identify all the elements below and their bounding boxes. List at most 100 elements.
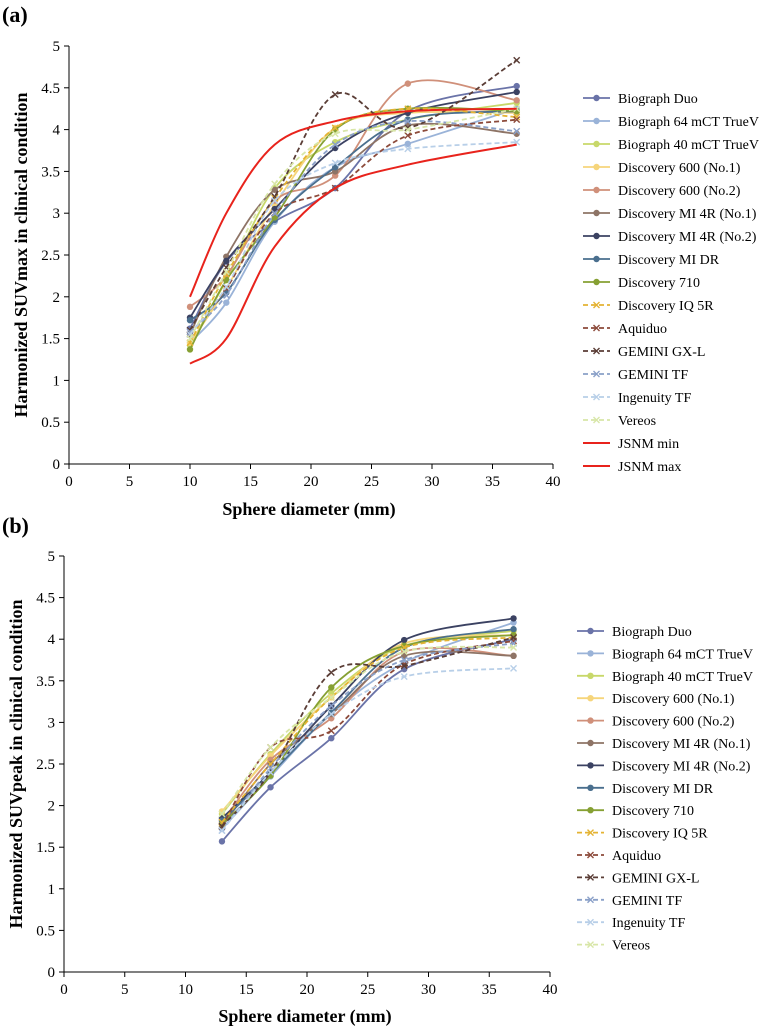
legend-marker [593, 94, 600, 102]
legend-entry-discovery-iq-5r: Discovery IQ 5R [583, 299, 714, 314]
legend-entry-vereos: Vereos [577, 939, 650, 954]
legend-label: Vereos [618, 414, 656, 429]
legend-marker [587, 762, 594, 769]
legend-entry-gemini-gx-l: GEMINI GX-L [577, 871, 699, 886]
series-discovery-iq-5r [186, 105, 521, 347]
data-point [223, 299, 230, 306]
legend-entry-gemini-tf: GEMINI TF [583, 368, 688, 383]
x-tick-label: 40 [543, 982, 558, 998]
data-point [513, 88, 520, 96]
x-tick-label: 30 [425, 474, 440, 490]
series-discovery-mi-dr [186, 108, 520, 324]
data-point [327, 702, 335, 710]
series-ingenuity-tf [186, 138, 521, 338]
y-tick-label: 0.5 [41, 415, 60, 431]
y-tick-label: 1 [48, 882, 56, 898]
legend-entry-aquiduo: Aquiduo [577, 849, 661, 864]
series-b [218, 615, 518, 845]
panel-b: (b) 0 0.5 1 1.5 2 2.5 3 3.5 4 4.5 5 0 5 10 15 20 25 30 35… [2, 513, 753, 1027]
y-tick-label: 4.5 [41, 81, 60, 97]
data-point [222, 291, 230, 299]
data-point [513, 82, 520, 90]
legend-marker [587, 941, 594, 949]
y-axis-title-b: Harmonized SUVpeak in clinical condition [6, 599, 26, 928]
x-ticks-b: 0 5 10 15 20 25 30 35 40 [60, 972, 558, 998]
y-ticks-b: 0 0.5 1 1.5 2 2.5 3 3.5 4 4.5 5 [36, 549, 64, 981]
legend-label: Discovery MI 4R (No.2) [618, 230, 757, 245]
data-point [510, 634, 518, 642]
data-point [271, 180, 279, 188]
series-vereos [218, 644, 518, 818]
legend-entry-discovery-mi-4r-no-2: Discovery MI 4R (No.2) [583, 230, 757, 245]
legend-entry-discovery-710: Discovery 710 [577, 804, 694, 819]
y-tick-label: 2 [48, 799, 56, 815]
data-point [513, 97, 520, 104]
legend-entry-discovery-600-no-2: Discovery 600 (No.2) [577, 715, 735, 730]
legend-entry-discovery-mi-dr: Discovery MI DR [577, 782, 714, 797]
data-point [331, 130, 339, 138]
legend-label: Ingenuity TF [618, 391, 691, 406]
legend-marker [593, 255, 600, 263]
y-tick-label: 5 [53, 39, 61, 55]
legend-entry-biograph-40-mct-truev: Biograph 40 mCT TrueV [577, 670, 753, 685]
y-tick-label: 4 [48, 632, 56, 648]
series-line-jsnm-min [189, 143, 517, 365]
legend-entry-jsnm-min: JSNM min [583, 437, 679, 452]
y-tick-label: 3 [53, 206, 61, 222]
y-tick-label: 4.5 [36, 591, 55, 607]
data-point [271, 197, 279, 205]
legend-label: Discovery 600 (No.1) [618, 161, 741, 176]
legend-entry-discovery-600-no-1: Discovery 600 (No.1) [583, 161, 741, 176]
legend-marker [587, 717, 594, 724]
y-tick-label: 2.5 [41, 248, 60, 264]
legend-entry-gemini-gx-l: GEMINI GX-L [583, 345, 705, 360]
data-point [222, 283, 230, 291]
legend-entry-discovery-mi-dr: Discovery MI DR [583, 253, 720, 268]
legend-marker [587, 650, 594, 657]
data-point [328, 735, 335, 742]
legend-entry-discovery-iq-5r: Discovery IQ 5R [577, 827, 708, 842]
legend-label: Biograph 40 mCT TrueV [612, 670, 753, 685]
legend-label: Biograph 40 mCT TrueV [618, 138, 759, 153]
series-jsnm-min [189, 143, 517, 365]
legend-label: Discovery 710 [618, 276, 700, 291]
series-line-ingenuity-tf [221, 667, 514, 832]
data-point [267, 768, 275, 776]
data-point [400, 673, 408, 681]
x-tick-label: 20 [304, 474, 319, 490]
data-point [404, 80, 411, 87]
legend-label: Biograph Duo [612, 625, 692, 640]
series-line-discovery-710 [221, 634, 514, 825]
legend-entry-discovery-600-no-2: Discovery 600 (No.2) [583, 184, 741, 199]
series-line-biograph-duo [189, 85, 517, 330]
legend-marker [593, 232, 600, 240]
legend-label: GEMINI GX-L [612, 871, 699, 886]
series-line-aquiduo [221, 640, 514, 827]
series-discovery-710 [186, 105, 520, 353]
y-axis-title-a: Harmonized SUVmax in clinical condition [11, 92, 31, 417]
y-tick-label: 1.5 [41, 332, 60, 348]
series-line-vereos [221, 645, 514, 815]
data-point [331, 124, 339, 132]
data-point [328, 684, 335, 691]
series-discovery-710 [218, 631, 517, 828]
legend-marker [593, 393, 600, 401]
legend-marker [593, 209, 600, 217]
x-tick-label: 40 [546, 474, 561, 490]
series-line-discovery-iq-5r [189, 107, 517, 344]
x-tick-label: 20 [300, 982, 315, 998]
x-tick-label: 5 [121, 982, 129, 998]
data-point [327, 710, 335, 718]
legend-marker [593, 347, 600, 355]
legend-label: Discovery IQ 5R [612, 827, 708, 842]
data-point [404, 140, 411, 148]
x-tick-label: 25 [360, 982, 375, 998]
y-tick-label: 3 [48, 715, 56, 731]
legend-entry-discovery-mi-4r-no-1: Discovery MI 4R (No.1) [577, 737, 751, 752]
legend-entry-ingenuity-tf: Ingenuity TF [583, 391, 691, 406]
legend-marker [593, 117, 600, 125]
legend-entry-biograph-40-mct-truev: Biograph 40 mCT TrueV [583, 138, 759, 153]
series-gemini-tf [218, 639, 518, 835]
legend-entry-discovery-710: Discovery 710 [583, 276, 700, 291]
legend-label: Biograph Duo [618, 92, 698, 107]
